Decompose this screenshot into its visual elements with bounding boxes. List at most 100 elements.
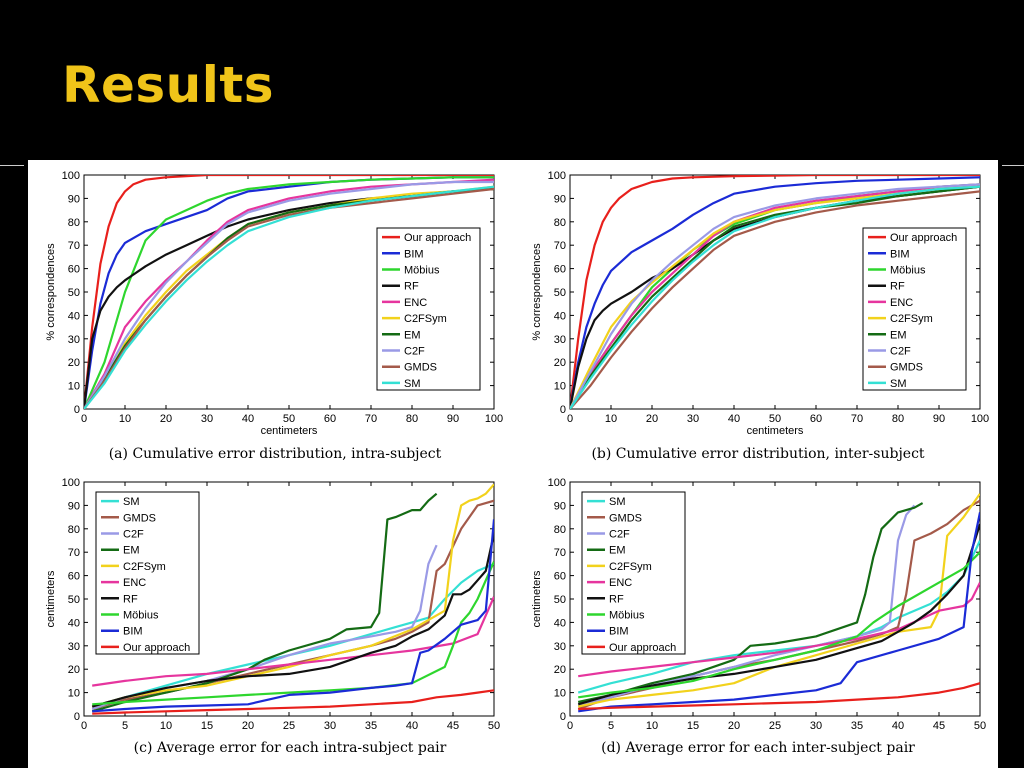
y-tick-label: 50 [554, 594, 566, 606]
y-tick-label: 60 [554, 264, 566, 276]
legend-label: C2F [123, 529, 144, 541]
x-tick-label: 45 [447, 720, 459, 732]
legend-box [376, 227, 481, 391]
y-tick-label: 20 [68, 357, 80, 369]
x-tick-label: 30 [324, 720, 336, 732]
x-axis-label: centimeters [747, 425, 804, 437]
y-axis-label: % correspondences [531, 243, 543, 341]
chart-2: 0 5 10 15 20 25 30 35 40 45 50 0 10 20 30 40 50 60 70 80 90 1… [45, 477, 500, 756]
y-tick-label: 0 [560, 711, 566, 723]
legend-label: C2FSym [123, 561, 166, 573]
y-tick-label: 90 [68, 500, 80, 512]
series-line-em [570, 185, 980, 409]
x-tick-label: 10 [605, 413, 617, 425]
x-tick-label: 25 [769, 720, 781, 732]
y-tick-label: 70 [68, 240, 80, 252]
chart-0: 0 10 20 30 40 50 60 70 80 90 100 0 10 20 30 40 50 60 70 80 9… [45, 170, 503, 462]
x-tick-label: 40 [892, 720, 904, 732]
y-tick-label: 30 [68, 334, 80, 346]
legend-label: GMDS [890, 362, 923, 374]
chart-3: 0 5 10 15 20 25 30 35 40 45 50 0 10 20 30 40 50 60 70 80 90 1… [531, 477, 986, 756]
y-tick-label: 30 [554, 641, 566, 653]
y-tick-label: 70 [68, 547, 80, 559]
slide-header: Results [0, 0, 1024, 160]
series-line-enc [578, 582, 980, 678]
series-line-bim [578, 512, 980, 713]
x-tick-label: 90 [447, 413, 459, 425]
legend-label: RF [609, 593, 624, 605]
legend-label: Möbius [609, 610, 645, 622]
legend-label: Möbius [123, 610, 159, 622]
legend-label: BIM [404, 248, 424, 260]
legend-label: ENC [890, 297, 913, 309]
y-tick-label: 0 [74, 404, 80, 416]
legend-label: BIM [890, 248, 910, 260]
y-tick-label: 100 [548, 477, 566, 489]
y-tick-label: 80 [554, 524, 566, 536]
x-tick-label: 20 [242, 720, 254, 732]
legend-label: GMDS [123, 512, 156, 524]
y-tick-label: 30 [554, 334, 566, 346]
x-tick-label: 60 [324, 413, 336, 425]
series-line-gmds [570, 190, 980, 409]
legend-label: C2F [609, 529, 630, 541]
y-tick-label: 40 [68, 310, 80, 322]
x-tick-label: 40 [406, 720, 418, 732]
legend-label: BIM [609, 626, 629, 638]
y-tick-label: 10 [554, 688, 566, 700]
legend-label: Our approach [123, 642, 190, 654]
legend-label: GMDS [609, 512, 642, 524]
x-tick-label: 20 [160, 413, 172, 425]
series-line-bim [92, 519, 494, 713]
series-line-c2f [84, 180, 494, 409]
y-axis-label: centimeters [531, 570, 543, 627]
x-tick-label: 40 [728, 413, 740, 425]
y-tick-label: 30 [68, 641, 80, 653]
legend-label: ENC [404, 297, 427, 309]
y-tick-label: 100 [548, 170, 566, 182]
series-line-our-approach [84, 175, 494, 409]
y-tick-label: 60 [554, 571, 566, 583]
chart-caption: (b) Cumulative error distribution, inter… [591, 446, 924, 462]
legend-label: EM [404, 329, 421, 341]
chart-1: 0 10 20 30 40 50 60 70 80 90 100 0 10 20 30 40 50 60 70 80 9… [531, 170, 989, 462]
series-line-enc [92, 596, 494, 687]
legend-label: Our approach [404, 232, 471, 244]
x-tick-label: 30 [201, 413, 213, 425]
x-tick-label: 70 [851, 413, 863, 425]
series-line-bim [570, 176, 980, 409]
x-tick-label: 100 [485, 413, 503, 425]
y-tick-label: 60 [68, 571, 80, 583]
y-tick-label: 10 [68, 381, 80, 393]
y-tick-label: 0 [74, 711, 80, 723]
chart-caption: (a) Cumulative error distribution, intra… [109, 446, 442, 462]
legend-box [95, 491, 200, 655]
y-tick-label: 90 [68, 193, 80, 205]
chart-caption: (d) Average error for each inter-subject… [601, 740, 915, 756]
x-tick-label: 10 [646, 720, 658, 732]
legend-label: SM [404, 378, 421, 390]
y-tick-label: 80 [554, 217, 566, 229]
series-line-c2f [570, 183, 980, 409]
x-tick-label: 20 [646, 413, 658, 425]
x-tick-label: 10 [160, 720, 172, 732]
y-tick-label: 10 [68, 688, 80, 700]
y-tick-label: 80 [68, 524, 80, 536]
header-rule-right [1002, 165, 1024, 166]
y-axis-label: % correspondences [45, 243, 57, 341]
x-tick-label: 40 [242, 413, 254, 425]
x-tick-label: 50 [488, 720, 500, 732]
x-tick-label: 25 [283, 720, 295, 732]
legend-label: ENC [609, 577, 632, 589]
y-tick-label: 50 [68, 594, 80, 606]
legend-label: C2FSym [890, 313, 933, 325]
legend-label: RF [890, 281, 905, 293]
legend-label: C2F [404, 346, 425, 358]
x-tick-label: 100 [971, 413, 989, 425]
series-line-sm [91, 562, 494, 708]
y-tick-label: 90 [554, 500, 566, 512]
x-tick-label: 50 [283, 413, 295, 425]
legend-label: C2FSym [404, 313, 447, 325]
legend-label: EM [123, 545, 140, 557]
